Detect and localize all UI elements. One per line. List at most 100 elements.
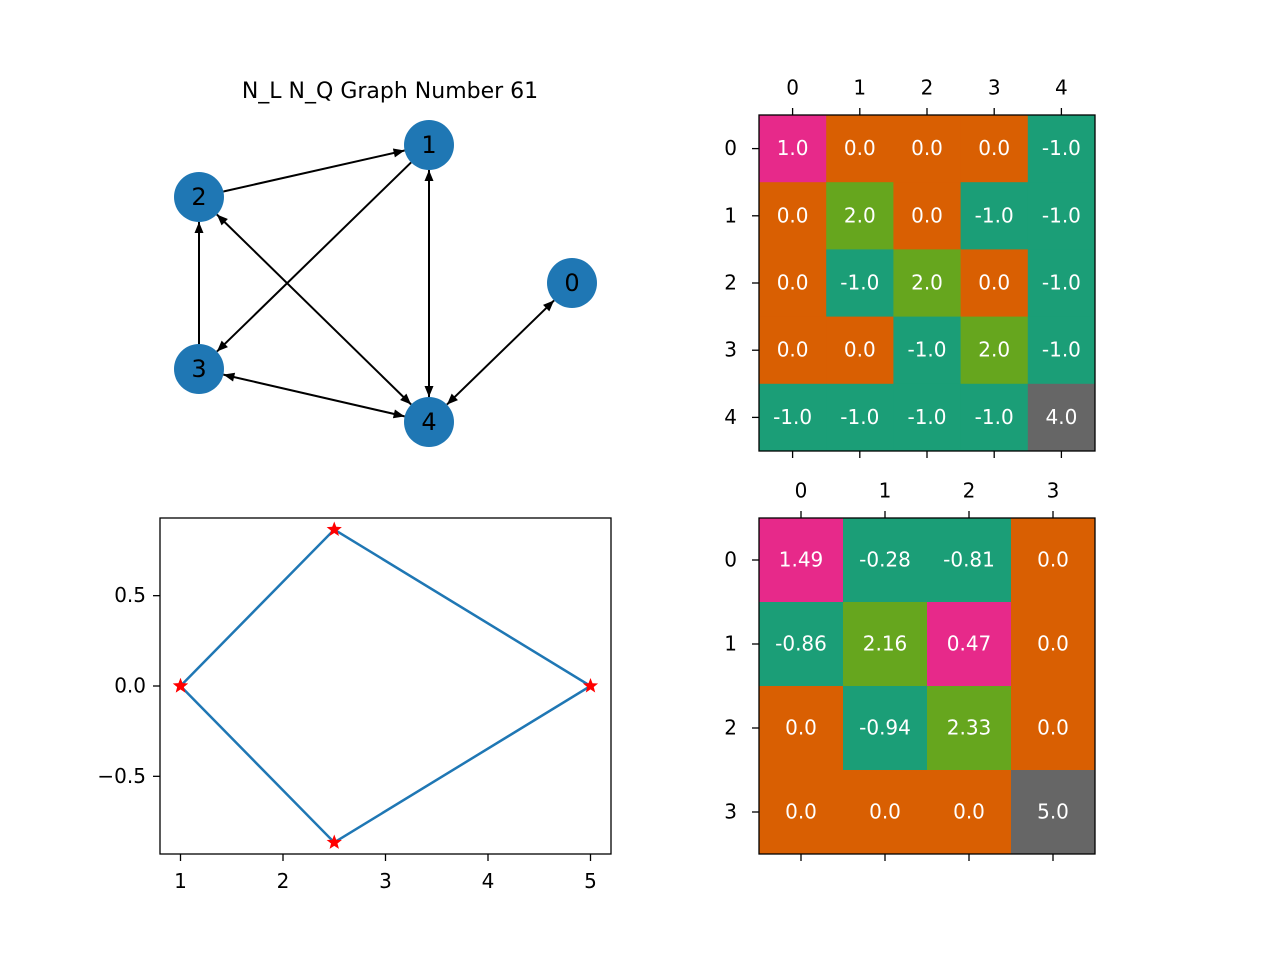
x-tick-label: 5 <box>584 869 597 893</box>
matrix-cell-fill <box>927 518 1012 603</box>
matrix-cell-label: 0.0 <box>777 203 809 227</box>
edge-arrowhead <box>223 372 236 382</box>
x-tick-label: 2 <box>963 479 976 503</box>
matrix-cell-fill <box>826 383 894 452</box>
matrix-cell-fill <box>1027 115 1096 183</box>
matrix-cell-label: 0.0 <box>777 271 809 295</box>
graph-edges <box>194 148 555 419</box>
matrix-cell-fill <box>893 115 962 183</box>
matrix-cell: 2.33 <box>927 686 1012 771</box>
matrix-cell-fill <box>1027 182 1096 250</box>
matrix-cell-label: 0.0 <box>978 136 1010 160</box>
node-circle <box>404 397 454 447</box>
matrix-frame <box>758 517 1096 855</box>
matrix-cell: 0.0 <box>759 770 844 855</box>
matrix-cell: 0.0 <box>826 115 894 183</box>
matrix-cell: 0.0 <box>927 770 1012 855</box>
matrix-cell: 0.0 <box>1011 686 1096 771</box>
matrix-cell: 0.0 <box>1011 518 1096 603</box>
edge-arrowhead <box>392 409 405 419</box>
edge-line <box>216 213 412 406</box>
edge-arrowhead <box>400 393 412 405</box>
matrix-cell: 0.0 <box>826 316 894 385</box>
edge-line <box>223 149 405 193</box>
matrix-cell-label: 0.0 <box>911 136 943 160</box>
matrix-cell-fill <box>960 182 1029 250</box>
matrix-cell-fill <box>927 686 1012 771</box>
edge-1-3 <box>216 161 412 353</box>
matrix-cell: 0.0 <box>1011 602 1096 687</box>
node-1: 1 <box>404 120 454 170</box>
matrix-cell-label: 2.33 <box>947 716 992 740</box>
matrix-cell-fill <box>960 249 1029 318</box>
edge-arrowhead <box>392 148 405 158</box>
matrix-cell-label: -0.94 <box>859 716 911 740</box>
matrix-cell-label: -1.0 <box>907 338 946 362</box>
edge-arrowhead <box>194 222 204 233</box>
matrix-cell-fill <box>893 182 962 250</box>
matrix-cell: -0.81 <box>927 518 1012 603</box>
node-circle <box>404 120 454 170</box>
matrix-cell-label: 0.0 <box>785 716 817 740</box>
matrix-cell-label: 2.0 <box>844 203 876 227</box>
matrix-cell: -0.86 <box>759 602 844 687</box>
matrix-cell: 2.0 <box>893 249 962 318</box>
data-point <box>326 834 342 849</box>
matrix-cell: -1.0 <box>960 383 1029 452</box>
matrix-cell-fill <box>960 383 1029 452</box>
matrix-cell-label: 0.0 <box>777 338 809 362</box>
matrix-top-panel: 1.0 0.0 0.0 0.0 -1.0 0.0 2.0 0.0 -1.0 -1.0 0.0 -1.0… <box>724 76 1096 458</box>
matrix-cell: 0.0 <box>893 115 962 183</box>
matrix-cell: 4.0 <box>1027 383 1096 452</box>
matrix-cell: -1.0 <box>826 249 894 318</box>
matrix-cell: -0.94 <box>843 686 928 771</box>
matrix-cell-label: -1.0 <box>773 405 812 429</box>
matrix-cell: -1.0 <box>893 316 962 385</box>
node-4: 4 <box>404 397 454 447</box>
matrix-cell-label: -1.0 <box>1042 136 1081 160</box>
node-label: 4 <box>421 408 436 436</box>
matrix-cell-label: -1.0 <box>1042 338 1081 362</box>
matrix-cell-fill <box>759 182 827 250</box>
y-tick-label: 1 <box>724 203 737 227</box>
x-tick-label: 1 <box>853 76 866 100</box>
matrix-cell: 0.0 <box>960 115 1029 183</box>
matrix-cell-label: 0.0 <box>953 800 985 824</box>
matrix-cell-label: 4.0 <box>1045 405 1077 429</box>
matrix-cell: -1.0 <box>1027 316 1096 385</box>
matrix-cell-fill <box>759 518 844 603</box>
matrix-cell: 2.0 <box>960 316 1029 385</box>
matrix-cell-fill <box>1011 602 1096 687</box>
y-tick-label: 3 <box>724 338 737 362</box>
matrix-cell-fill <box>1011 686 1096 771</box>
matrix-cell: 0.0 <box>893 182 962 250</box>
matrix-cell: 0.0 <box>759 686 844 771</box>
x-tick-label: 3 <box>988 76 1001 100</box>
matrix-cells: 1.49 -0.28 -0.81 0.0 -0.86 2.16 0.47 0.0 0.0 -0.9… <box>759 518 1096 855</box>
matrix-cell: -1.0 <box>1027 115 1096 183</box>
y-tick-label: 2 <box>724 716 737 740</box>
matrix-cell-fill <box>826 115 894 183</box>
matrix-cell-fill <box>893 316 962 385</box>
matrix-cell-label: 1.0 <box>777 136 809 160</box>
edge-3-2 <box>194 222 204 344</box>
matrix-cell: 2.16 <box>843 602 928 687</box>
matrix-cell: -1.0 <box>826 383 894 452</box>
matrix-cell-fill <box>927 602 1012 687</box>
x-tick-label: 2 <box>277 869 290 893</box>
data-point <box>582 678 599 693</box>
matrix-cell-label: 0.0 <box>911 203 943 227</box>
matrix-cell-label: -0.28 <box>859 548 911 572</box>
matrix-cell: -0.28 <box>843 518 928 603</box>
matrix-cell-fill <box>843 770 928 855</box>
matrix-cell-label: 0.0 <box>978 271 1010 295</box>
matrix-cell-fill <box>843 602 928 687</box>
matrix-cell: 1.49 <box>759 518 844 603</box>
matrix-bottom-panel: 1.49 -0.28 -0.81 0.0 -0.86 2.16 0.47 0.0 0.0 -0.9… <box>724 479 1096 861</box>
edge-arrowhead <box>424 170 434 181</box>
edge-3-4 <box>223 372 405 419</box>
matrix-cell-fill <box>826 249 894 318</box>
matrix-cell-fill <box>1027 316 1096 385</box>
x-tick-label: 2 <box>921 76 934 100</box>
